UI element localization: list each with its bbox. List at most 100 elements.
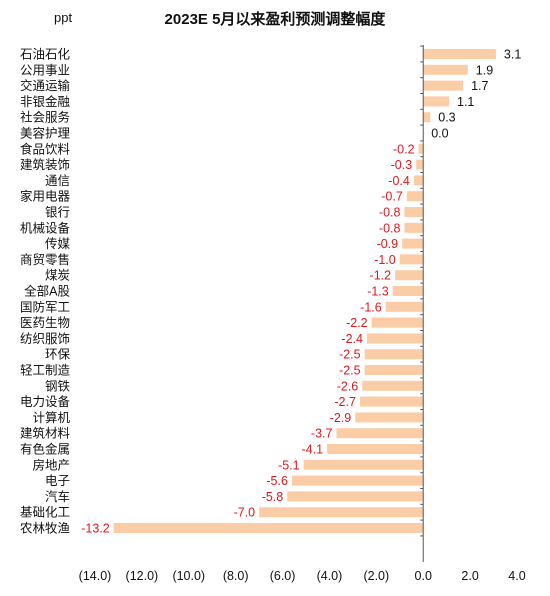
data-label: -2.5 xyxy=(339,364,361,378)
data-label: -0.8 xyxy=(379,221,401,235)
category-label: 交通运输 xyxy=(20,78,71,93)
category-label: 电力设备 xyxy=(20,394,71,409)
data-label: -1.6 xyxy=(360,300,382,314)
bar xyxy=(413,175,424,186)
data-label: -0.7 xyxy=(381,190,403,204)
category-label: 食品饮料 xyxy=(20,141,71,156)
bar xyxy=(327,444,424,454)
category-label: 纺织服饰 xyxy=(20,332,70,346)
bar xyxy=(287,491,424,502)
data-label: -5.6 xyxy=(266,474,288,488)
data-label: -0.3 xyxy=(391,158,413,172)
data-label: -7.0 xyxy=(234,506,256,520)
bar xyxy=(303,459,424,470)
data-label: 0.0 xyxy=(431,127,448,141)
bar xyxy=(355,412,424,423)
bar xyxy=(366,333,424,344)
data-label: -0.9 xyxy=(377,237,399,251)
category-label: 国防军工 xyxy=(20,299,70,314)
category-label: 公用事业 xyxy=(20,63,70,77)
bar xyxy=(404,207,424,217)
category-label: 医药生物 xyxy=(20,316,70,330)
data-label: -0.2 xyxy=(393,142,415,156)
category-label: 环保 xyxy=(45,348,71,362)
data-label: -3.7 xyxy=(311,427,333,441)
x-tick-label: 0.0 xyxy=(415,569,432,583)
data-label: 1.9 xyxy=(476,63,493,77)
data-label: -13.2 xyxy=(81,522,110,536)
bar xyxy=(392,286,424,296)
data-label: 1.1 xyxy=(457,95,474,109)
x-tick-label: (14.0) xyxy=(79,569,112,583)
bar xyxy=(364,365,424,375)
bar xyxy=(418,143,424,154)
bar xyxy=(362,380,424,391)
category-label: 汽车 xyxy=(45,489,70,504)
bar xyxy=(406,191,424,202)
data-label: -0.4 xyxy=(388,174,410,188)
data-label: 0.3 xyxy=(438,111,455,125)
chart-title: 2023E 5月以来盈利预测调整幅度 xyxy=(164,11,386,28)
x-tick-label: (8.0) xyxy=(223,569,249,583)
category-label: 房地产 xyxy=(32,457,70,472)
bar xyxy=(423,49,496,59)
bar xyxy=(336,428,424,439)
x-tick-label: (12.0) xyxy=(126,569,159,583)
data-label: 1.7 xyxy=(471,79,488,93)
category-label: 家用电器 xyxy=(20,189,71,204)
category-label: 计算机 xyxy=(32,410,70,425)
bar xyxy=(423,80,464,91)
data-label: -2.2 xyxy=(346,316,368,330)
bar xyxy=(371,317,424,328)
data-label: -4.1 xyxy=(302,443,324,457)
data-label: -2.5 xyxy=(339,348,361,362)
category-label: 有色金属 xyxy=(20,442,70,457)
bar xyxy=(404,222,424,233)
bar xyxy=(364,349,424,360)
category-label: 钢铁 xyxy=(45,379,71,393)
x-tick-label: 4.0 xyxy=(508,569,525,583)
category-label: 社会服务 xyxy=(20,110,70,125)
category-label: 非银金融 xyxy=(20,94,71,109)
category-label: 煤炭 xyxy=(45,269,70,283)
bar xyxy=(402,238,424,249)
category-label: 传媒 xyxy=(45,236,71,251)
data-label: 3.1 xyxy=(504,48,521,62)
category-label: 美容护理 xyxy=(20,126,71,141)
category-label: 轻工制造 xyxy=(20,364,71,378)
data-label: -5.8 xyxy=(262,490,284,504)
category-label: 农林牧渔 xyxy=(20,522,70,536)
x-tick-label: (10.0) xyxy=(172,569,205,583)
category-label: 石油石化 xyxy=(20,48,71,62)
bar xyxy=(385,301,424,312)
category-label: 全部A股 xyxy=(24,284,70,299)
data-label: -2.9 xyxy=(330,411,352,425)
category-label: 通信 xyxy=(45,174,70,188)
bar xyxy=(359,396,424,407)
bar xyxy=(416,159,424,170)
bar xyxy=(399,254,424,265)
bar xyxy=(395,270,424,281)
category-label: 商贸零售 xyxy=(20,252,70,267)
bar xyxy=(423,64,468,75)
x-tick-label: (4.0) xyxy=(317,569,343,583)
bar xyxy=(259,507,424,518)
data-label: -1.3 xyxy=(367,285,389,299)
category-label: 机械设备 xyxy=(20,220,71,235)
bar xyxy=(423,112,431,123)
data-label: -0.8 xyxy=(379,206,401,220)
data-label: -2.4 xyxy=(341,332,363,346)
category-label: 基础化工 xyxy=(20,506,70,520)
x-tick-label: (2.0) xyxy=(363,569,389,583)
data-label: -5.1 xyxy=(278,458,300,472)
unit-label: ppt xyxy=(54,10,73,25)
data-label: -2.6 xyxy=(337,379,359,393)
category-label: 建筑材料 xyxy=(20,426,71,441)
data-label: -1.0 xyxy=(374,253,396,267)
bar xyxy=(113,523,424,533)
x-tick-label: 2.0 xyxy=(461,569,478,583)
category-label: 银行 xyxy=(45,206,70,220)
bar xyxy=(291,475,424,486)
